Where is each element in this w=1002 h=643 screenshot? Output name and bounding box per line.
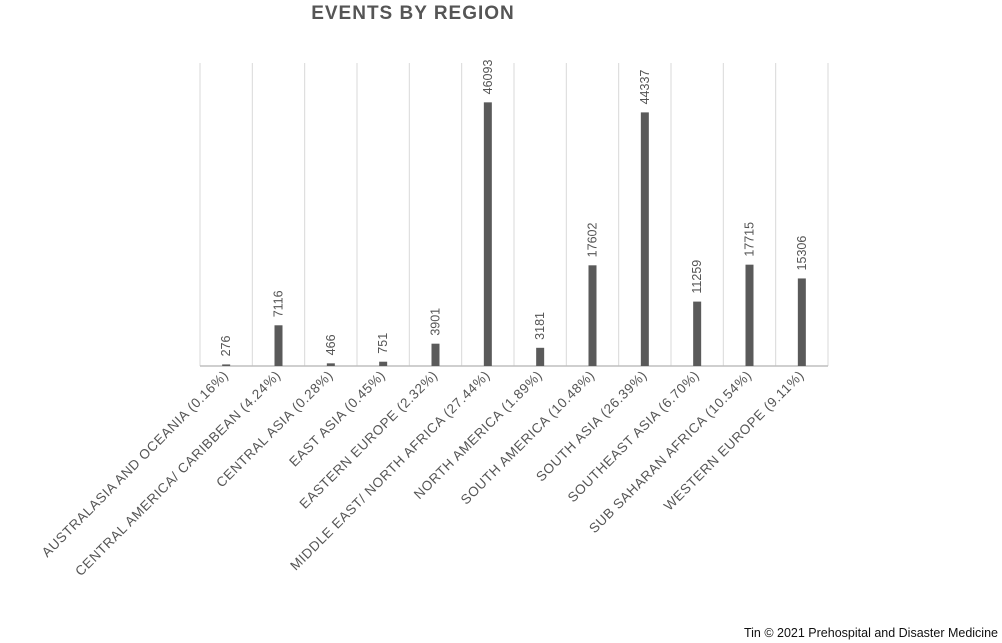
bar bbox=[588, 265, 597, 366]
data-labels: 276 7116 466 751 3901 46093 3181 17602 44337 1125… bbox=[219, 60, 809, 357]
chart-title: EVENTS BY REGION bbox=[311, 3, 515, 24]
bar bbox=[431, 343, 440, 366]
x-tick-label: CENTRAL AMERICA/ CARIBBEAN (4.24%) bbox=[72, 368, 283, 579]
x-tick-labels: AUSTRALASIA AND OCEANIA (0.16%)CENTRAL A… bbox=[39, 368, 807, 579]
data-label: 17715 bbox=[743, 222, 757, 257]
bar bbox=[222, 364, 231, 366]
bars bbox=[222, 102, 806, 367]
bar bbox=[274, 325, 283, 366]
data-label: 11259 bbox=[690, 260, 704, 294]
copyright-credit: Tin © 2021 Prehospital and Disaster Medi… bbox=[743, 626, 998, 640]
data-label: 466 bbox=[324, 334, 338, 355]
bar bbox=[693, 301, 702, 366]
gridlines bbox=[199, 63, 829, 367]
data-label: 3901 bbox=[429, 308, 443, 336]
bar bbox=[797, 278, 806, 366]
data-label: 15306 bbox=[795, 236, 809, 271]
x-tick-label: AUSTRALASIA AND OCEANIA (0.16%) bbox=[39, 368, 231, 560]
data-label: 3181 bbox=[533, 312, 547, 340]
bar bbox=[326, 363, 335, 366]
bar bbox=[379, 361, 388, 366]
bar bbox=[536, 347, 545, 366]
data-label: 44337 bbox=[638, 70, 652, 105]
x-tick-label: EAST ASIA (0.45%) bbox=[286, 368, 388, 470]
data-label: 7116 bbox=[272, 290, 286, 317]
bar bbox=[640, 112, 649, 366]
bar bbox=[483, 102, 492, 367]
data-label: 751 bbox=[376, 333, 390, 354]
data-label: 17602 bbox=[586, 223, 600, 258]
bar bbox=[745, 264, 754, 366]
data-label: 276 bbox=[219, 336, 233, 357]
data-label: 46093 bbox=[481, 60, 495, 95]
x-tick-label: MIDDLE EAST/ NORTH AFRICA (27.44%) bbox=[287, 368, 493, 574]
